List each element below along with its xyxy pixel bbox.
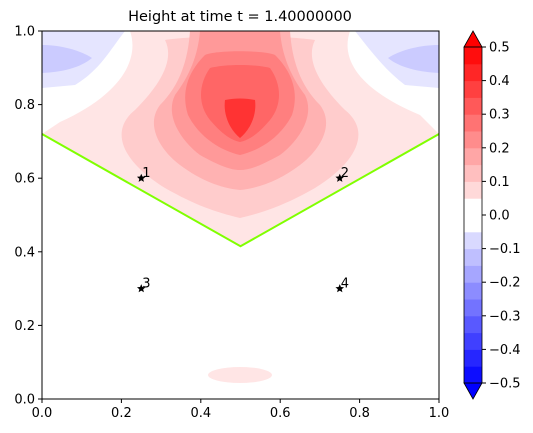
colorbar-band bbox=[464, 47, 482, 65]
x-tick-label: 0.8 bbox=[349, 406, 370, 421]
colorbar-tick-label: −0.5 bbox=[489, 377, 521, 392]
colorbar-band bbox=[464, 198, 482, 216]
marker-label-2: 2 bbox=[341, 166, 349, 181]
x-tick-label: 1.0 bbox=[429, 406, 450, 421]
colorbar-band bbox=[464, 315, 482, 334]
y-tick-label: 0.4 bbox=[14, 245, 35, 260]
colorbar-tick-label: 0.3 bbox=[489, 108, 510, 123]
y-axis: 0.0 0.2 0.4 0.6 0.8 1.0 bbox=[14, 25, 42, 408]
marker-star-3 bbox=[136, 284, 146, 293]
chart-title: Height at time t = 1.40000000 bbox=[128, 9, 352, 25]
plot-frame bbox=[41, 30, 440, 400]
x-tick-label: 0.0 bbox=[32, 406, 53, 421]
plot-area: 1 2 3 4 bbox=[41, 30, 440, 400]
colorbar-band bbox=[464, 248, 482, 266]
colorbar-tick-label: 0.5 bbox=[489, 41, 510, 56]
x-tick-label: 0.2 bbox=[111, 406, 132, 421]
y-tick-label: 0.8 bbox=[14, 98, 35, 113]
colorbar-band bbox=[464, 164, 482, 182]
colorbar: 0.5 0.4 0.3 0.2 0.1 0.0 −0.1 −0.2 −0.3 −0.4 −0.5 bbox=[463, 30, 521, 400]
colorbar-band bbox=[464, 215, 482, 233]
contour-neg-right-inner bbox=[388, 45, 439, 73]
contour-pos-bottom bbox=[208, 367, 272, 383]
colorbar-band bbox=[464, 282, 482, 300]
colorbar-band bbox=[464, 97, 482, 115]
colorbar-band bbox=[464, 181, 482, 199]
colorbar-band bbox=[464, 114, 482, 132]
colorbar-tick-label: −0.4 bbox=[489, 343, 521, 358]
markers: 1 2 3 4 bbox=[136, 166, 349, 293]
contour-pos-6 bbox=[224, 98, 256, 138]
colorbar-band bbox=[464, 231, 482, 250]
colorbar-tick-label: 0.0 bbox=[489, 209, 510, 224]
x-tick-label: 0.4 bbox=[190, 406, 211, 421]
marker-star-2 bbox=[335, 173, 345, 182]
contour-neg-left-inner bbox=[42, 45, 92, 73]
colorbar-tick-label: −0.3 bbox=[489, 309, 521, 324]
colorbar-extend-max bbox=[463, 30, 483, 48]
colorbar-band bbox=[464, 63, 482, 82]
colorbar-band bbox=[464, 299, 482, 317]
x-axis: 0.0 0.2 0.4 0.6 0.8 1.0 bbox=[32, 399, 450, 421]
marker-label-4: 4 bbox=[341, 277, 349, 292]
colorbar-band bbox=[464, 366, 482, 384]
colorbar-tick-label: −0.1 bbox=[489, 242, 521, 257]
colorbar-tick-label: 0.4 bbox=[489, 74, 510, 89]
y-tick-label: 1.0 bbox=[14, 25, 35, 40]
colorbar-band bbox=[464, 332, 482, 350]
colorbar-band bbox=[464, 147, 482, 166]
boundary-line bbox=[41, 133, 440, 248]
y-tick-label: 0.2 bbox=[14, 319, 35, 334]
colorbar-tick-label: 0.1 bbox=[489, 175, 510, 190]
colorbar-band bbox=[464, 265, 482, 283]
colorbar-band bbox=[464, 349, 482, 367]
y-tick-label: 0.6 bbox=[14, 172, 35, 187]
colorbar-extend-min bbox=[463, 382, 483, 400]
contour-fill bbox=[42, 31, 439, 246]
marker-label-3: 3 bbox=[142, 277, 150, 292]
x-tick-label: 0.6 bbox=[270, 406, 291, 421]
colorbar-tick-label: −0.2 bbox=[489, 276, 521, 291]
marker-star-4 bbox=[335, 284, 345, 293]
y-tick-label: 0.0 bbox=[14, 393, 35, 408]
colorbar-tick-label: 0.2 bbox=[489, 141, 510, 156]
marker-star-1 bbox=[136, 173, 146, 182]
marker-label-1: 1 bbox=[142, 166, 150, 181]
colorbar-band bbox=[464, 131, 482, 149]
colorbar-band bbox=[464, 80, 482, 98]
